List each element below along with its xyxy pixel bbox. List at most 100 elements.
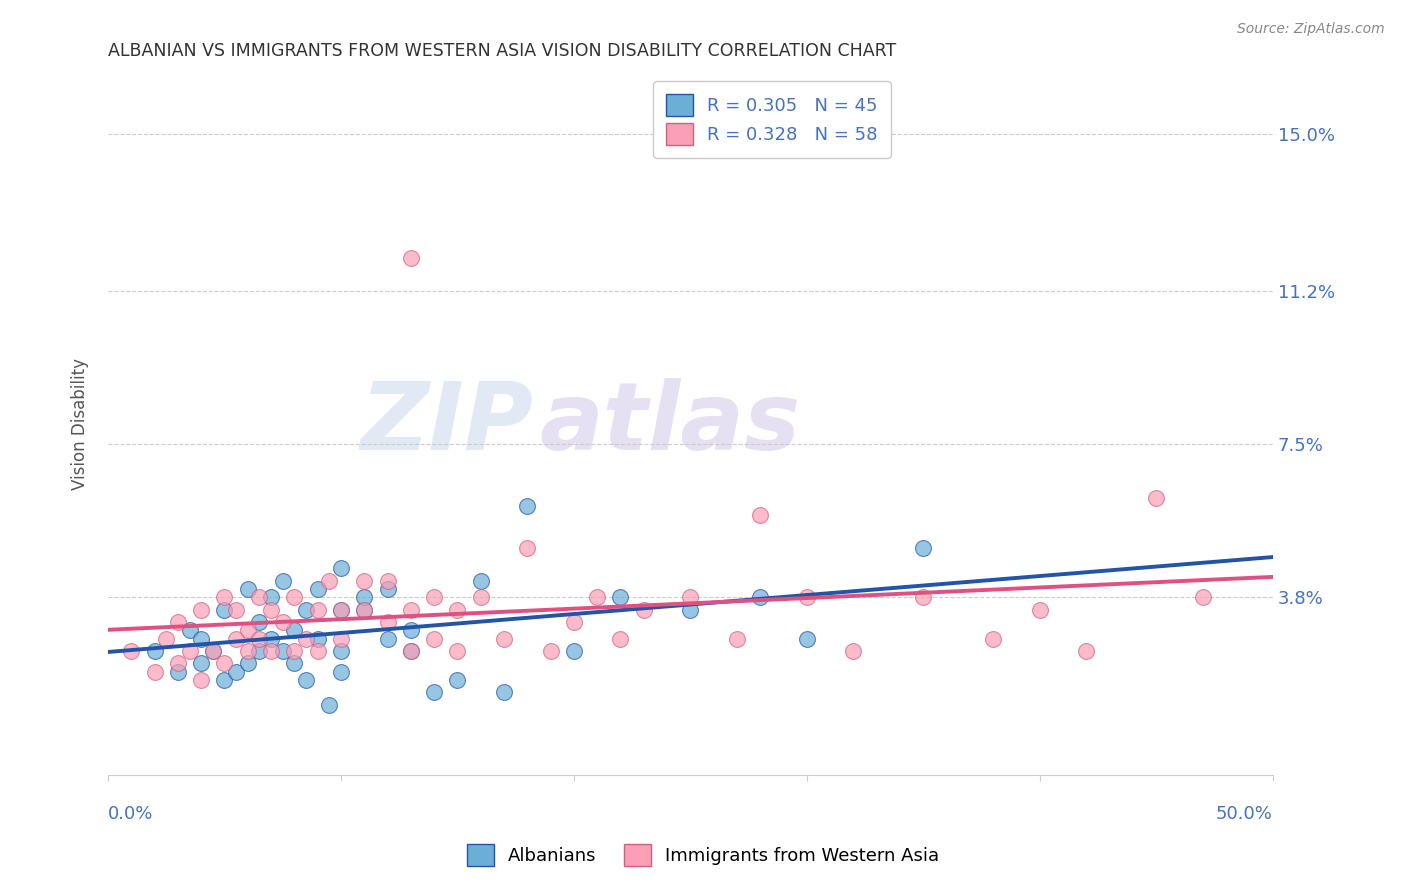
Point: [912, 591, 935, 605]
Point: [155, 632, 177, 646]
Point: [225, 632, 247, 646]
Point: [225, 665, 247, 679]
Point: [214, 591, 236, 605]
Point: [329, 665, 352, 679]
Point: [329, 561, 352, 575]
Point: [353, 574, 375, 588]
Point: [214, 657, 236, 671]
Point: [353, 602, 375, 616]
Point: [283, 657, 305, 671]
Point: [796, 632, 818, 646]
Point: [353, 602, 375, 616]
Point: [260, 644, 283, 658]
Point: [249, 591, 271, 605]
Point: [295, 673, 318, 687]
Point: [283, 644, 305, 658]
Point: [271, 644, 294, 658]
Point: [260, 602, 283, 616]
Point: [796, 591, 818, 605]
Point: [353, 591, 375, 605]
Point: [143, 665, 166, 679]
Point: [470, 574, 492, 588]
Point: [190, 602, 212, 616]
Point: [201, 644, 224, 658]
Point: [283, 624, 305, 638]
Point: [446, 673, 468, 687]
Point: [271, 574, 294, 588]
Point: [120, 644, 142, 658]
Point: [446, 644, 468, 658]
Point: [679, 591, 702, 605]
Point: [423, 632, 446, 646]
Point: [260, 632, 283, 646]
Point: [609, 632, 631, 646]
Point: [329, 632, 352, 646]
Point: [633, 602, 655, 616]
Point: [492, 632, 515, 646]
Point: [236, 582, 259, 596]
Point: [143, 644, 166, 658]
Point: [540, 644, 562, 658]
Point: [1192, 591, 1215, 605]
Text: atlas: atlas: [538, 377, 800, 470]
Point: [295, 632, 318, 646]
Point: [912, 541, 935, 555]
Point: [179, 624, 201, 638]
Point: [190, 657, 212, 671]
Point: [214, 673, 236, 687]
Point: [329, 602, 352, 616]
Point: [562, 615, 585, 629]
Point: [516, 541, 538, 555]
Y-axis label: Vision Disability: Vision Disability: [72, 358, 89, 490]
Text: Source: ZipAtlas.com: Source: ZipAtlas.com: [1237, 22, 1385, 37]
Point: [399, 624, 422, 638]
Point: [249, 615, 271, 629]
Point: [329, 644, 352, 658]
Point: [399, 252, 422, 266]
Point: [377, 615, 399, 629]
Point: [307, 582, 329, 596]
Point: [399, 644, 422, 658]
Point: [318, 574, 340, 588]
Point: [201, 644, 224, 658]
Point: [190, 673, 212, 687]
Point: [179, 644, 201, 658]
Point: [249, 632, 271, 646]
Point: [1144, 491, 1167, 505]
Point: [749, 591, 772, 605]
Point: [318, 698, 340, 712]
Point: [307, 602, 329, 616]
Text: 50.0%: 50.0%: [1216, 805, 1272, 823]
Point: [271, 615, 294, 629]
Point: [329, 602, 352, 616]
Legend: R = 0.305   N = 45, R = 0.328   N = 58: R = 0.305 N = 45, R = 0.328 N = 58: [654, 81, 890, 158]
Legend: Albanians, Immigrants from Western Asia: Albanians, Immigrants from Western Asia: [454, 831, 952, 879]
Point: [470, 591, 492, 605]
Point: [167, 665, 190, 679]
Point: [190, 632, 212, 646]
Point: [307, 632, 329, 646]
Point: [446, 602, 468, 616]
Point: [214, 602, 236, 616]
Point: [236, 644, 259, 658]
Point: [1076, 644, 1098, 658]
Point: [236, 624, 259, 638]
Point: [423, 685, 446, 699]
Text: ALBANIAN VS IMMIGRANTS FROM WESTERN ASIA VISION DISABILITY CORRELATION CHART: ALBANIAN VS IMMIGRANTS FROM WESTERN ASIA…: [108, 42, 896, 60]
Point: [377, 632, 399, 646]
Point: [249, 644, 271, 658]
Point: [295, 602, 318, 616]
Point: [586, 591, 609, 605]
Point: [377, 582, 399, 596]
Point: [609, 591, 631, 605]
Point: [399, 644, 422, 658]
Point: [562, 644, 585, 658]
Point: [423, 591, 446, 605]
Text: ZIP: ZIP: [360, 377, 533, 470]
Point: [307, 644, 329, 658]
Point: [167, 657, 190, 671]
Point: [167, 615, 190, 629]
Point: [283, 591, 305, 605]
Point: [260, 591, 283, 605]
Point: [492, 685, 515, 699]
